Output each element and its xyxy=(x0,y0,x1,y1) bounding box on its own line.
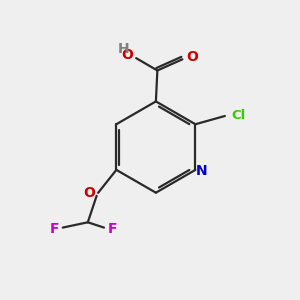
Text: F: F xyxy=(50,222,59,236)
Text: O: O xyxy=(83,186,95,200)
Text: Cl: Cl xyxy=(231,109,246,122)
Text: H: H xyxy=(118,42,130,56)
Text: N: N xyxy=(196,164,208,178)
Text: O: O xyxy=(186,50,198,64)
Text: F: F xyxy=(107,222,117,236)
Text: O: O xyxy=(121,48,133,62)
